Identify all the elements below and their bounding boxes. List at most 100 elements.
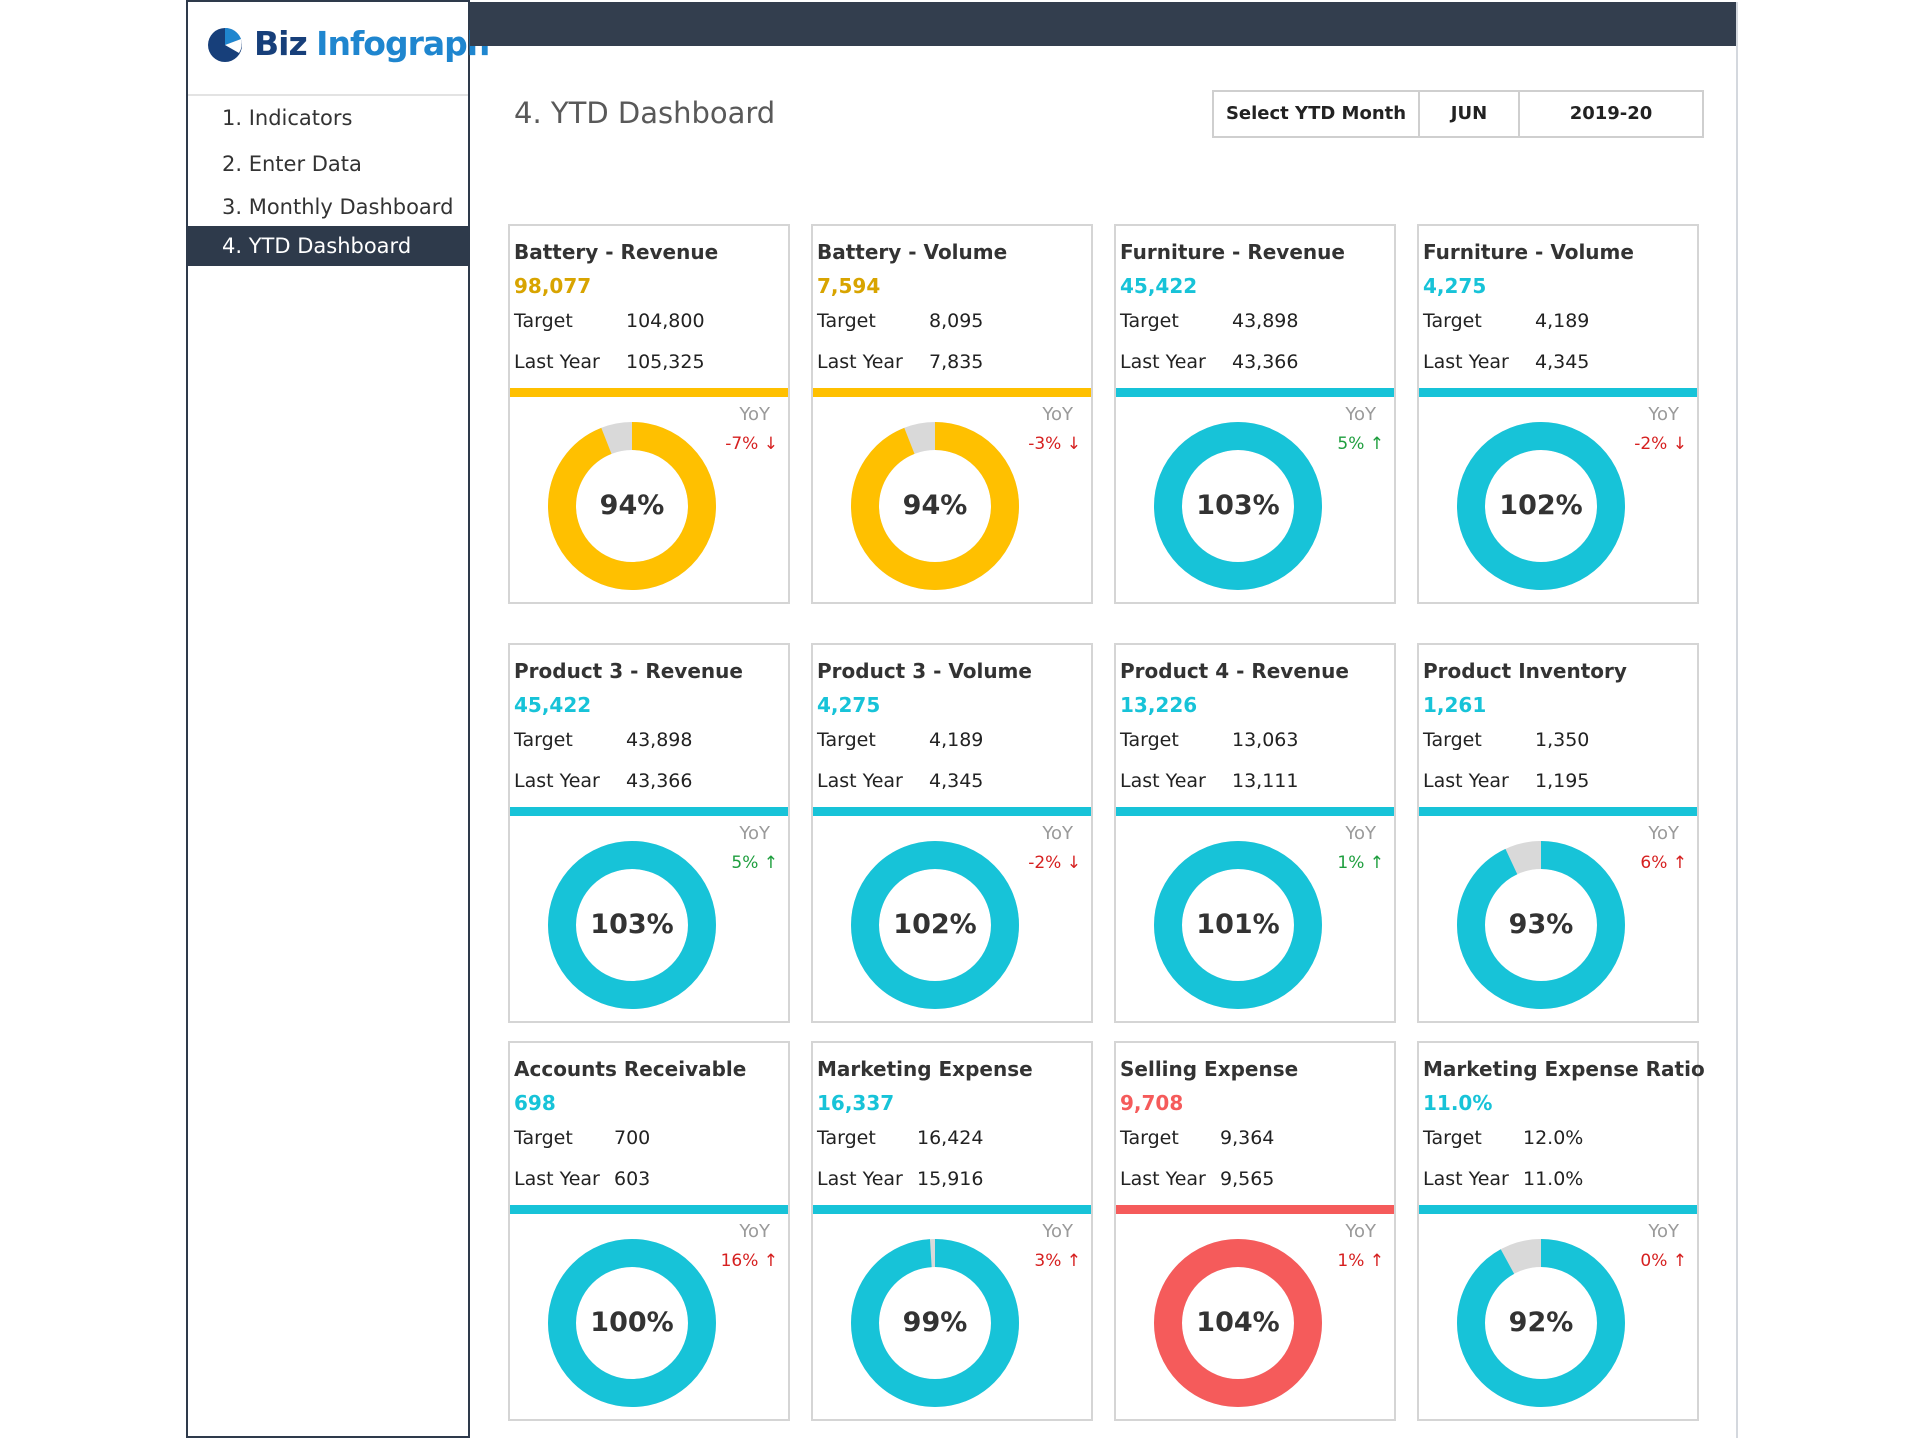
card-value: 11.0% [1423, 1091, 1493, 1115]
target-value: 12.0% [1523, 1127, 1584, 1149]
last-year-label: Last Year [817, 770, 903, 792]
yoy-label: YoY [1648, 823, 1679, 844]
donut-achieved [1457, 841, 1625, 1009]
card-accent-bar [1419, 1205, 1697, 1214]
card-title: Product Inventory [1423, 659, 1627, 683]
target-row: Target 13,063 [1120, 729, 1298, 751]
page-title: 4. YTD Dashboard [514, 96, 776, 130]
target-label: Target [514, 729, 573, 751]
target-value: 8,095 [929, 310, 984, 332]
donut-achieved [1457, 1239, 1625, 1407]
target-row: Target 4,189 [1423, 310, 1589, 332]
card-value: 98,077 [514, 274, 592, 298]
donut-achieved [851, 1239, 1019, 1407]
last-year-row: Last Year 4,345 [1423, 351, 1589, 373]
last-year-value: 105,325 [626, 351, 705, 373]
nav-item-indicators[interactable]: 1. Indicators [222, 106, 353, 130]
target-value: 16,424 [917, 1127, 984, 1149]
card-value: 16,337 [817, 1091, 895, 1115]
achievement-donut [1457, 422, 1625, 590]
target-row: Target 16,424 [817, 1127, 983, 1149]
card-accent-bar [1419, 388, 1697, 397]
yoy-label: YoY [1648, 404, 1679, 425]
last-year-value: 43,366 [1232, 351, 1299, 373]
target-label: Target [1423, 1127, 1482, 1149]
achievement-donut [851, 841, 1019, 1009]
nav-item-monthly-dashboard[interactable]: 3. Monthly Dashboard [222, 195, 454, 219]
target-row: Target 8,095 [817, 310, 983, 332]
last-year-value: 11.0% [1523, 1168, 1584, 1190]
card-value: 698 [514, 1091, 556, 1115]
yoy-value: 16% ↑ [720, 1251, 778, 1271]
card-value: 13,226 [1120, 693, 1198, 717]
yoy-value: -3% ↓ [1028, 434, 1081, 454]
yoy-value: 1% ↑ [1337, 853, 1384, 873]
last-year-value: 4,345 [1535, 351, 1590, 373]
achievement-donut [548, 422, 716, 590]
yoy-value: 5% ↑ [731, 853, 778, 873]
kpi-card-furniture-revenue: Furniture - Revenue 45,422 Target 43,898 Las… [1114, 224, 1396, 604]
top-bar [470, 2, 1738, 46]
card-accent-bar [1116, 388, 1394, 397]
donut-achieved [851, 841, 1019, 1009]
target-row: Target 4,189 [817, 729, 983, 751]
last-year-row: Last Year 1,195 [1423, 770, 1589, 792]
last-year-row: Last Year 7,835 [817, 351, 983, 373]
right-border [1736, 2, 1738, 1438]
target-value: 700 [614, 1127, 651, 1149]
yoy-label: YoY [1345, 404, 1376, 425]
target-value: 104,800 [626, 310, 705, 332]
card-title: Selling Expense [1120, 1057, 1299, 1081]
card-accent-bar [510, 388, 788, 397]
target-label: Target [1120, 1127, 1179, 1149]
kpi-card-selling-expense: Selling Expense 9,708 Target 9,364 Last Year… [1114, 1041, 1396, 1421]
target-row: Target 104,800 [514, 310, 705, 332]
yoy-label: YoY [1042, 404, 1073, 425]
last-year-value: 15,916 [917, 1168, 984, 1190]
card-title: Furniture - Revenue [1120, 240, 1345, 264]
kpi-card-accounts-receivable: Accounts Receivable 698 Target 700 Last Year… [508, 1041, 790, 1421]
last-year-value: 9,565 [1220, 1168, 1275, 1190]
last-year-value: 1,195 [1535, 770, 1590, 792]
donut-percent: 94% [599, 490, 665, 521]
card-accent-bar [813, 388, 1091, 397]
yoy-value: 5% ↑ [1337, 434, 1384, 454]
target-label: Target [514, 310, 573, 332]
target-label: Target [1120, 310, 1179, 332]
last-year-label: Last Year [1120, 770, 1206, 792]
donut-achieved [1154, 841, 1322, 1009]
last-year-label: Last Year [1120, 1168, 1206, 1190]
year-select[interactable]: 2019-20 [1569, 103, 1653, 124]
donut-achieved [1154, 422, 1322, 590]
logo[interactable]: Biz Infograph [188, 2, 490, 96]
sidebar: Biz Infograph 1. Indicators 2. Enter Dat… [186, 0, 490, 1438]
last-year-row: Last Year 13,111 [1120, 770, 1298, 792]
nav-item-enter-data[interactable]: 2. Enter Data [222, 152, 362, 176]
target-label: Target [1423, 310, 1482, 332]
card-title: Battery - Revenue [514, 240, 719, 264]
card-accent-bar [1116, 807, 1394, 816]
last-year-row: Last Year 603 [514, 1168, 650, 1190]
card-value: 9,708 [1120, 1091, 1184, 1115]
nav-item-ytd-dashboard[interactable]: 4. YTD Dashboard [188, 226, 468, 266]
donut-percent: 99% [902, 1307, 968, 1338]
donut-percent: 92% [1508, 1307, 1574, 1338]
target-value: 13,063 [1232, 729, 1299, 751]
donut-achieved [548, 1239, 716, 1407]
donut-achieved [548, 422, 716, 590]
yoy-label: YoY [1648, 1221, 1679, 1242]
yoy-value: -2% ↓ [1634, 434, 1687, 454]
last-year-value: 7,835 [929, 351, 984, 373]
yoy-value: 1% ↑ [1337, 1251, 1384, 1271]
target-row: Target 43,898 [1120, 310, 1298, 332]
month-select[interactable]: JUN [1420, 92, 1520, 136]
last-year-label: Last Year [1423, 351, 1509, 373]
card-accent-bar [813, 1205, 1091, 1214]
target-label: Target [817, 310, 876, 332]
card-title: Marketing Expense [817, 1057, 1033, 1081]
achievement-donut [851, 422, 1019, 590]
yoy-label: YoY [1345, 1221, 1376, 1242]
last-year-value: 603 [614, 1168, 651, 1190]
donut-percent: 102% [893, 909, 977, 940]
target-label: Target [514, 1127, 573, 1149]
